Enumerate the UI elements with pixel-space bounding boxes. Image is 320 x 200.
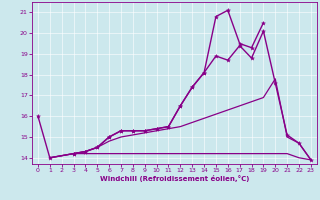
X-axis label: Windchill (Refroidissement éolien,°C): Windchill (Refroidissement éolien,°C) [100,175,249,182]
